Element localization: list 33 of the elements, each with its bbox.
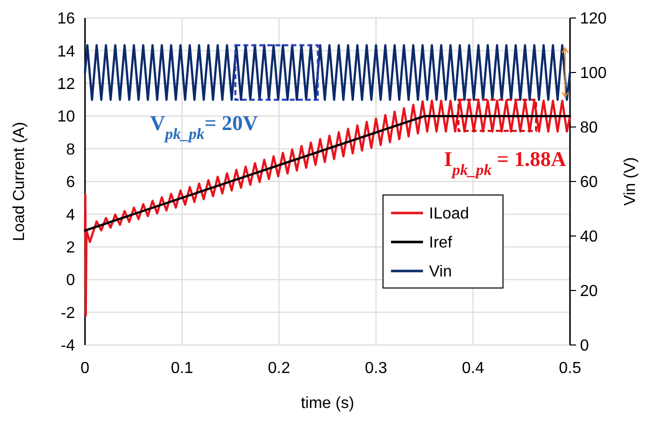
y2-tick-label: 20 bbox=[580, 283, 598, 300]
y-tick-label: 16 bbox=[57, 10, 76, 28]
y2-axis-title: Vin (V) bbox=[622, 157, 639, 206]
y2-tick-label: 60 bbox=[580, 174, 598, 192]
annotation: V$_{pk_pk}$= 20V bbox=[150, 111, 258, 142]
y-tick-label: 12 bbox=[57, 76, 76, 93]
x-tick-label: 0 bbox=[80, 360, 90, 377]
x-tick-label: 0.3 bbox=[364, 360, 388, 377]
y-tick-label: 8 bbox=[66, 141, 76, 158]
line-series bbox=[84, 100, 572, 317]
y2-tick-label: 100 bbox=[580, 65, 607, 82]
y-tick-label: 0 bbox=[66, 272, 76, 290]
y-axis-title: Load Current (A) bbox=[11, 122, 28, 242]
y2-tick-label: 40 bbox=[580, 228, 598, 246]
y-tick-label: 14 bbox=[57, 43, 76, 60]
y-tick-label: 4 bbox=[66, 206, 76, 224]
x-tick-label: 0.4 bbox=[462, 360, 484, 377]
annotation: I$_{pk_pk}$ = 1.88A bbox=[444, 147, 567, 178]
y2-tick-label: 120 bbox=[580, 10, 607, 28]
x-axis-title: time (s) bbox=[300, 395, 354, 412]
y-tick-label: -2 bbox=[60, 304, 76, 322]
x-tick-label: 0.2 bbox=[268, 360, 290, 377]
legend-label: ILoad bbox=[429, 206, 470, 223]
y-tick-label: -4 bbox=[60, 338, 76, 355]
y2-tick-label: 0 bbox=[580, 338, 589, 355]
legend-label: Vin bbox=[429, 264, 452, 281]
y-tick-label: 6 bbox=[66, 174, 76, 192]
y2-tick-label: 80 bbox=[580, 120, 598, 137]
y-tick-label: 2 bbox=[66, 240, 76, 256]
x-tick-label: 0.5 bbox=[558, 360, 582, 377]
y-tick-label: 10 bbox=[57, 108, 76, 126]
legend-label: Iref bbox=[429, 234, 453, 252]
x-tick-label: 0.1 bbox=[170, 360, 194, 377]
